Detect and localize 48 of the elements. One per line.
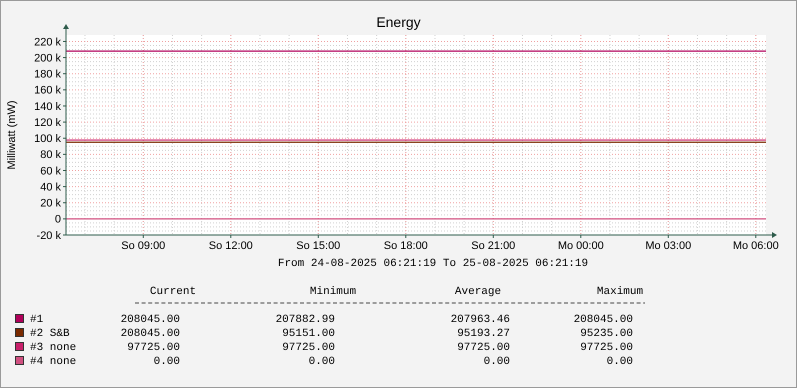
text: Maximum bbox=[596, 286, 644, 298]
y-tick-label: 160 k bbox=[34, 84, 62, 97]
y-tick-label: 140 k bbox=[34, 100, 62, 113]
text: 208045.00 bbox=[120, 314, 180, 326]
x-tick-label: Mo 06:00 bbox=[732, 240, 779, 252]
legend-label: #3 none bbox=[30, 342, 76, 354]
x-axis-title: From 24-08-2025 06:21:19 To 25-08-2025 06:21:19 bbox=[278, 258, 588, 270]
y-tick-label: 40 k bbox=[40, 181, 62, 194]
x-tick-label: Mo 03:00 bbox=[645, 240, 692, 252]
y-tick-label: 120 k bbox=[34, 116, 62, 129]
legend-label: #2 S&B bbox=[30, 328, 70, 340]
text: Minimum bbox=[310, 286, 356, 298]
text: 0.00 bbox=[308, 356, 335, 368]
text: 95151.00 bbox=[282, 328, 335, 340]
text: 0.00 bbox=[484, 356, 510, 368]
text: 0.00 bbox=[154, 356, 180, 368]
y-tick-label: 220 k bbox=[34, 36, 62, 48]
y-tick-label: 200 k bbox=[34, 52, 62, 64]
x-tick-label: Mo 00:00 bbox=[558, 240, 604, 252]
y-tick-label: 100 k bbox=[34, 133, 62, 146]
text: 97725.00 bbox=[457, 342, 510, 354]
text: 95193.27 bbox=[457, 328, 510, 340]
y-tick-label: -20 k bbox=[36, 230, 62, 242]
text: 207963.46 bbox=[450, 314, 510, 326]
text: 208045.00 bbox=[574, 314, 633, 326]
y-tick-label: 80 k bbox=[40, 149, 62, 162]
text: 97725.00 bbox=[580, 342, 633, 354]
text: Current bbox=[150, 286, 196, 298]
y-tick-label: 60 k bbox=[40, 165, 62, 178]
legend-label: #4 none bbox=[30, 356, 76, 368]
text: 207882.99 bbox=[276, 314, 335, 326]
y-axis-title: Milliwatt (mW) bbox=[6, 100, 18, 170]
x-tick-label: So 15:00 bbox=[296, 240, 340, 252]
text: 0.00 bbox=[606, 356, 633, 368]
y-tick-label: 0 bbox=[54, 214, 61, 226]
x-tick-label: So 21:00 bbox=[471, 240, 516, 252]
text: Average bbox=[454, 286, 502, 298]
x-tick-label: So 18:00 bbox=[384, 240, 428, 252]
legend-label: #1 bbox=[30, 314, 44, 326]
y-tick-label: 20 k bbox=[40, 198, 62, 210]
text: 208045.00 bbox=[120, 328, 180, 340]
text: 97725.00 bbox=[282, 342, 335, 354]
y-tick-label: 180 k bbox=[34, 68, 62, 81]
text: 95235.00 bbox=[580, 328, 633, 340]
x-tick-label: So 12:00 bbox=[208, 240, 253, 252]
chart-title: Energy bbox=[376, 14, 421, 30]
text: 97725.00 bbox=[127, 342, 180, 354]
x-tick-label: So 09:00 bbox=[121, 240, 166, 252]
